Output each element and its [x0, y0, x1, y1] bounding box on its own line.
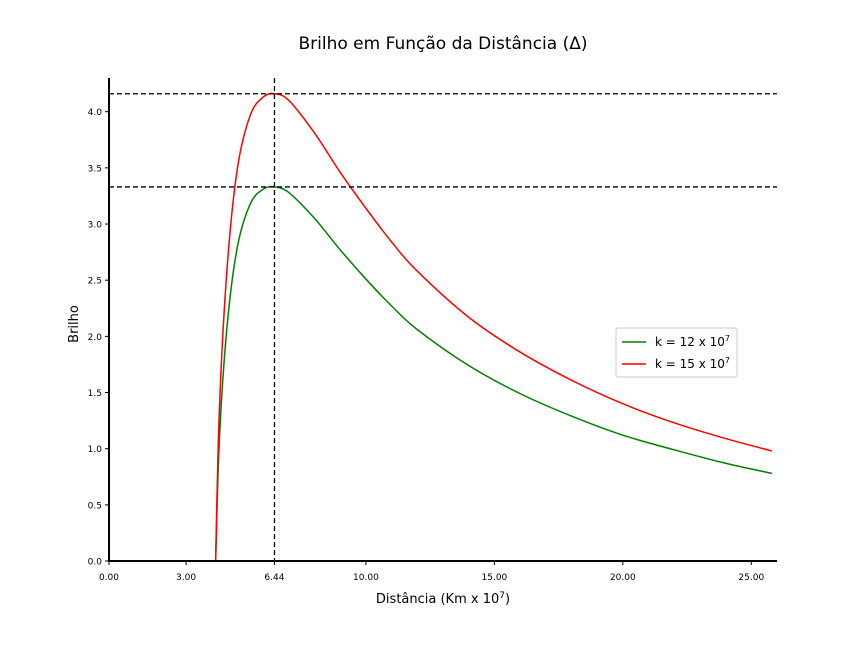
reference-lines — [109, 78, 777, 561]
x-tick-label: 20.00 — [610, 573, 636, 583]
axes — [108, 78, 777, 562]
x-axis-title-text: Distância (Km x 10 — [376, 592, 499, 607]
legend-label-series-2-sup: 7 — [725, 356, 730, 365]
legend-label-series-1-sup: 7 — [725, 334, 730, 343]
legend-label-series-2: k = 15 x 107 — [655, 356, 730, 371]
legend: k = 12 x 107 k = 15 x 107 — [615, 327, 738, 378]
y-tick-label: 1.5 — [88, 389, 102, 399]
legend-label-series-1-text: k = 12 x 10 — [655, 335, 725, 349]
y-tick-label: 3.0 — [88, 221, 103, 231]
x-tick-label: 15.00 — [482, 573, 508, 583]
x-tick-label: 3.00 — [176, 573, 196, 583]
x-tick-label: 6.44 — [264, 573, 284, 583]
x-tick-label: 0.00 — [99, 573, 119, 583]
legend-label-series-2-text: k = 15 x 10 — [655, 357, 725, 371]
x-axis-title-sup: 7 — [499, 591, 505, 601]
x-axis-ticks: 0.00 3.00 6.44 10.00 15.00 20.00 25.00 — [99, 561, 764, 583]
y-axis-title: Brilho — [67, 305, 82, 343]
y-tick-label: 2.0 — [88, 333, 103, 343]
chart-title: Brilho em Função da Distância (Δ) — [299, 34, 588, 54]
x-axis-title-close: ) — [505, 592, 510, 607]
x-axis-title: Distância (Km x 107) — [376, 591, 510, 607]
y-tick-label: 3.5 — [88, 164, 102, 174]
y-tick-label: 0.0 — [88, 558, 103, 568]
series-line-1 — [214, 185, 773, 562]
x-tick-label: 25.00 — [738, 573, 764, 583]
legend-box — [615, 327, 738, 378]
x-tick-label: 10.00 — [353, 573, 379, 583]
plot-area — [214, 92, 773, 562]
y-tick-label: 2.5 — [88, 277, 102, 287]
legend-label-series-1: k = 12 x 107 — [655, 334, 730, 349]
series-line-2 — [214, 92, 773, 562]
y-axis-ticks: 0.0 0.5 1.0 1.5 2.0 2.5 3.0 3.5 4.0 — [88, 108, 109, 568]
y-tick-label: 4.0 — [88, 108, 103, 118]
y-tick-label: 1.0 — [88, 445, 103, 455]
y-tick-label: 0.5 — [88, 501, 102, 511]
